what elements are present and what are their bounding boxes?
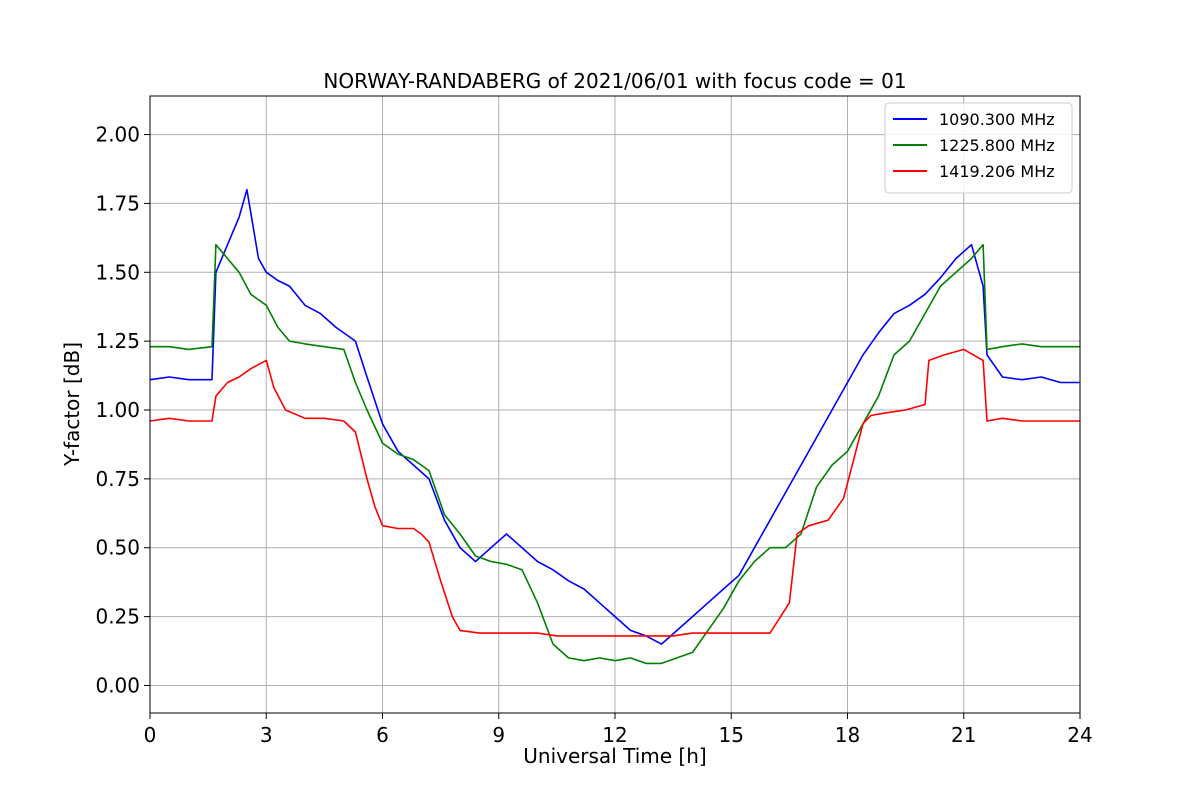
series-line-2 (150, 243, 1080, 665)
x-axis-label: Universal Time [h] (523, 744, 706, 768)
x-tick-label: 18 (835, 723, 860, 747)
x-tick-label: 6 (376, 723, 389, 747)
x-tick-label: 24 (1067, 723, 1092, 747)
y-tick-label: 0.75 (95, 467, 140, 491)
y-tick-label: 2.00 (95, 123, 140, 147)
y-tick-label: 0.25 (95, 605, 140, 629)
legend-box (884, 102, 1073, 194)
y-axis-label: Y-factor [dB] (60, 342, 84, 467)
x-tick-label: 0 (144, 723, 157, 747)
x-tick-label: 12 (602, 723, 627, 747)
series-line-1 (149, 188, 1080, 645)
series-line-3 (149, 348, 1080, 637)
grid (149, 96, 1081, 713)
x-tick-label: 3 (260, 723, 273, 747)
legend-label: 1225.800 MHz (939, 136, 1055, 155)
series-lines (149, 188, 1080, 665)
x-tick-label: 21 (951, 723, 976, 747)
x-tick-label: 15 (719, 723, 744, 747)
chart-title: NORWAY-RANDABERG of 2021/06/01 with focu… (323, 69, 906, 93)
y-tick-label: 1.50 (95, 260, 140, 284)
y-tick-label: 1.25 (95, 329, 140, 353)
x-axis: 0 3 6 9 12 15 18 21 24 (144, 713, 1093, 747)
legend: 1090.300 MHz 1225.800 MHz 1419.206 MHz (884, 102, 1073, 194)
legend-label: 1090.300 MHz (939, 110, 1055, 129)
x-tick-label: 9 (492, 723, 505, 747)
legend-label: 1419.206 MHz (939, 162, 1055, 181)
y-tick-label: 1.75 (95, 191, 140, 215)
y-tick-label: 0.50 (95, 536, 140, 560)
y-axis: 0.00 0.25 0.50 0.75 1.00 1.25 1.50 1.75 2.00 (95, 123, 150, 697)
y-tick-label: 0.00 (95, 673, 140, 697)
y-tick-label: 1.00 (95, 398, 140, 422)
